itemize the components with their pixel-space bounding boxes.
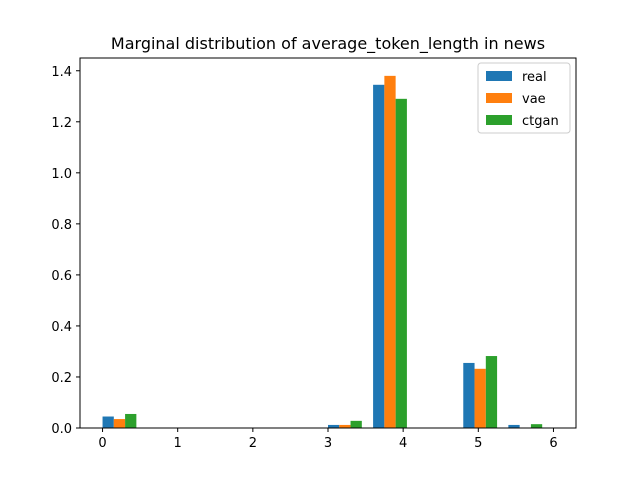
y-tick-label: 0.8 bbox=[51, 218, 72, 233]
y-axis: 0.0 0.2 0.4 0.6 0.8 1.0 1.2 1.4 bbox=[51, 65, 80, 437]
y-tick-label: 0.6 bbox=[51, 269, 72, 284]
legend-swatch-real bbox=[486, 71, 512, 81]
bar-ctgan-0 bbox=[125, 413, 137, 428]
legend-swatch-ctgan bbox=[486, 115, 512, 125]
legend-label-real: real bbox=[522, 70, 547, 85]
bar-ctgan-6 bbox=[395, 98, 407, 429]
y-tick-label: 1.4 bbox=[51, 65, 72, 80]
x-tick-label: 3 bbox=[324, 436, 332, 451]
legend: real vae ctgan bbox=[477, 62, 571, 134]
y-tick-label: 0.2 bbox=[51, 371, 72, 386]
bar-real-0 bbox=[102, 416, 114, 428]
y-tick-label: 1.2 bbox=[51, 116, 72, 131]
x-tick-label: 2 bbox=[249, 436, 257, 451]
x-tick-label: 1 bbox=[174, 436, 182, 451]
bar-ctgan-9 bbox=[530, 424, 543, 428]
bar-real-5 bbox=[328, 424, 340, 428]
y-tick-label: 0.4 bbox=[51, 320, 72, 335]
bar-vae-5 bbox=[339, 424, 351, 428]
bar-vae-0 bbox=[113, 419, 126, 428]
bars bbox=[102, 75, 543, 429]
bar-ctgan-8 bbox=[485, 356, 498, 428]
x-tick-label: 5 bbox=[474, 436, 482, 451]
x-tick-label: 0 bbox=[98, 436, 106, 451]
y-tick-label: 1.0 bbox=[51, 167, 72, 182]
legend-label-ctgan: ctgan bbox=[522, 114, 559, 129]
chart-title: Marginal distribution of average_token_l… bbox=[111, 34, 545, 54]
bar-vae-6 bbox=[384, 75, 396, 429]
legend-swatch-vae bbox=[486, 93, 512, 103]
bar-real-8 bbox=[463, 362, 475, 428]
legend-label-vae: vae bbox=[522, 92, 546, 107]
bar-real-9 bbox=[508, 424, 520, 428]
bar-ctgan-5 bbox=[350, 420, 362, 428]
x-tick-label: 4 bbox=[399, 436, 407, 451]
y-tick-label: 0.0 bbox=[51, 422, 72, 437]
x-axis: 0 1 2 3 4 5 6 bbox=[98, 428, 558, 451]
bar-vae-8 bbox=[474, 368, 486, 428]
bar-real-6 bbox=[373, 84, 385, 429]
x-tick-label: 6 bbox=[549, 436, 557, 451]
